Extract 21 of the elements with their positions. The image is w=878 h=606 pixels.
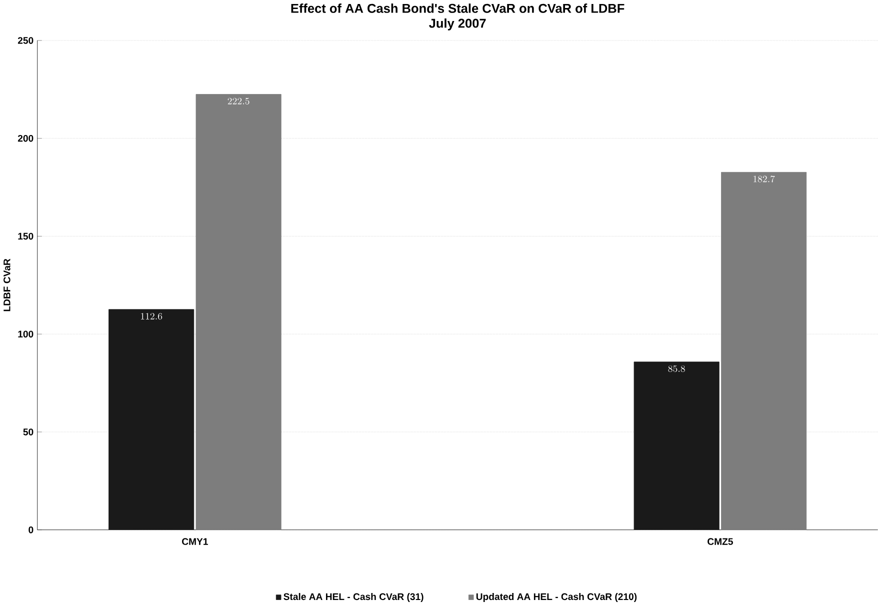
y-tick-label: 150 — [18, 232, 34, 240]
x-tick-label: CMZ5 — [708, 538, 733, 546]
y-tick-label: 0 — [28, 526, 34, 534]
bar — [721, 172, 807, 530]
legend-label: Stale AA HEL - Cash CVaR (31) — [284, 593, 424, 602]
data-label: 85.8 — [668, 366, 685, 372]
y-tick-label: 100 — [18, 330, 34, 338]
bar — [108, 309, 194, 530]
y-tick-label: 50 — [23, 428, 34, 436]
legend-label: Updated AA HEL - Cash CVaR (210) — [476, 593, 637, 602]
y-tick-label: 250 — [18, 37, 34, 44]
y-axis-title: LDBF CVaR — [4, 258, 10, 312]
data-label: 182.7 — [754, 176, 775, 182]
y-tick-label: 200 — [18, 135, 34, 142]
data-label: 222.5 — [228, 98, 250, 105]
x-tick-label: CMY1 — [182, 538, 208, 546]
chart-title: Effect of AA Cash Bond's Stale CVaR on CVaR of LDBF — [291, 4, 624, 13]
bar — [634, 362, 720, 530]
chart-subtitle: July 2007 — [429, 18, 486, 30]
data-label: 112.6 — [141, 313, 162, 320]
bar — [196, 94, 282, 530]
